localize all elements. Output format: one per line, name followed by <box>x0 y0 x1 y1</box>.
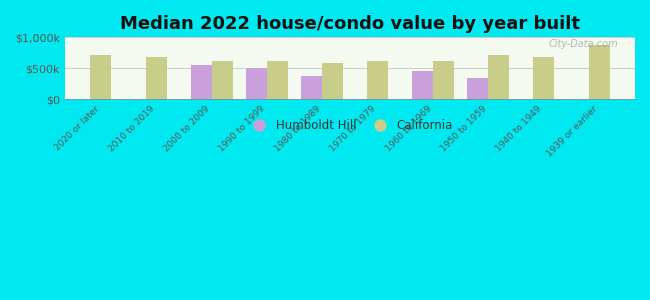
Bar <box>533 57 554 99</box>
Bar <box>90 55 111 99</box>
Text: City-Data.com: City-Data.com <box>548 39 618 49</box>
Bar <box>433 61 454 99</box>
Bar <box>146 57 166 99</box>
Bar <box>211 61 233 99</box>
Bar <box>190 65 211 99</box>
Bar <box>246 68 267 99</box>
Bar <box>488 55 510 99</box>
Bar <box>267 61 288 99</box>
Bar <box>412 71 433 99</box>
Legend: Humboldt Hill, California: Humboldt Hill, California <box>242 114 458 136</box>
Bar <box>322 63 343 99</box>
Bar <box>301 76 322 99</box>
Bar <box>467 78 488 99</box>
Bar <box>367 61 388 99</box>
Bar <box>588 45 610 99</box>
Title: Median 2022 house/condo value by year built: Median 2022 house/condo value by year bu… <box>120 15 580 33</box>
